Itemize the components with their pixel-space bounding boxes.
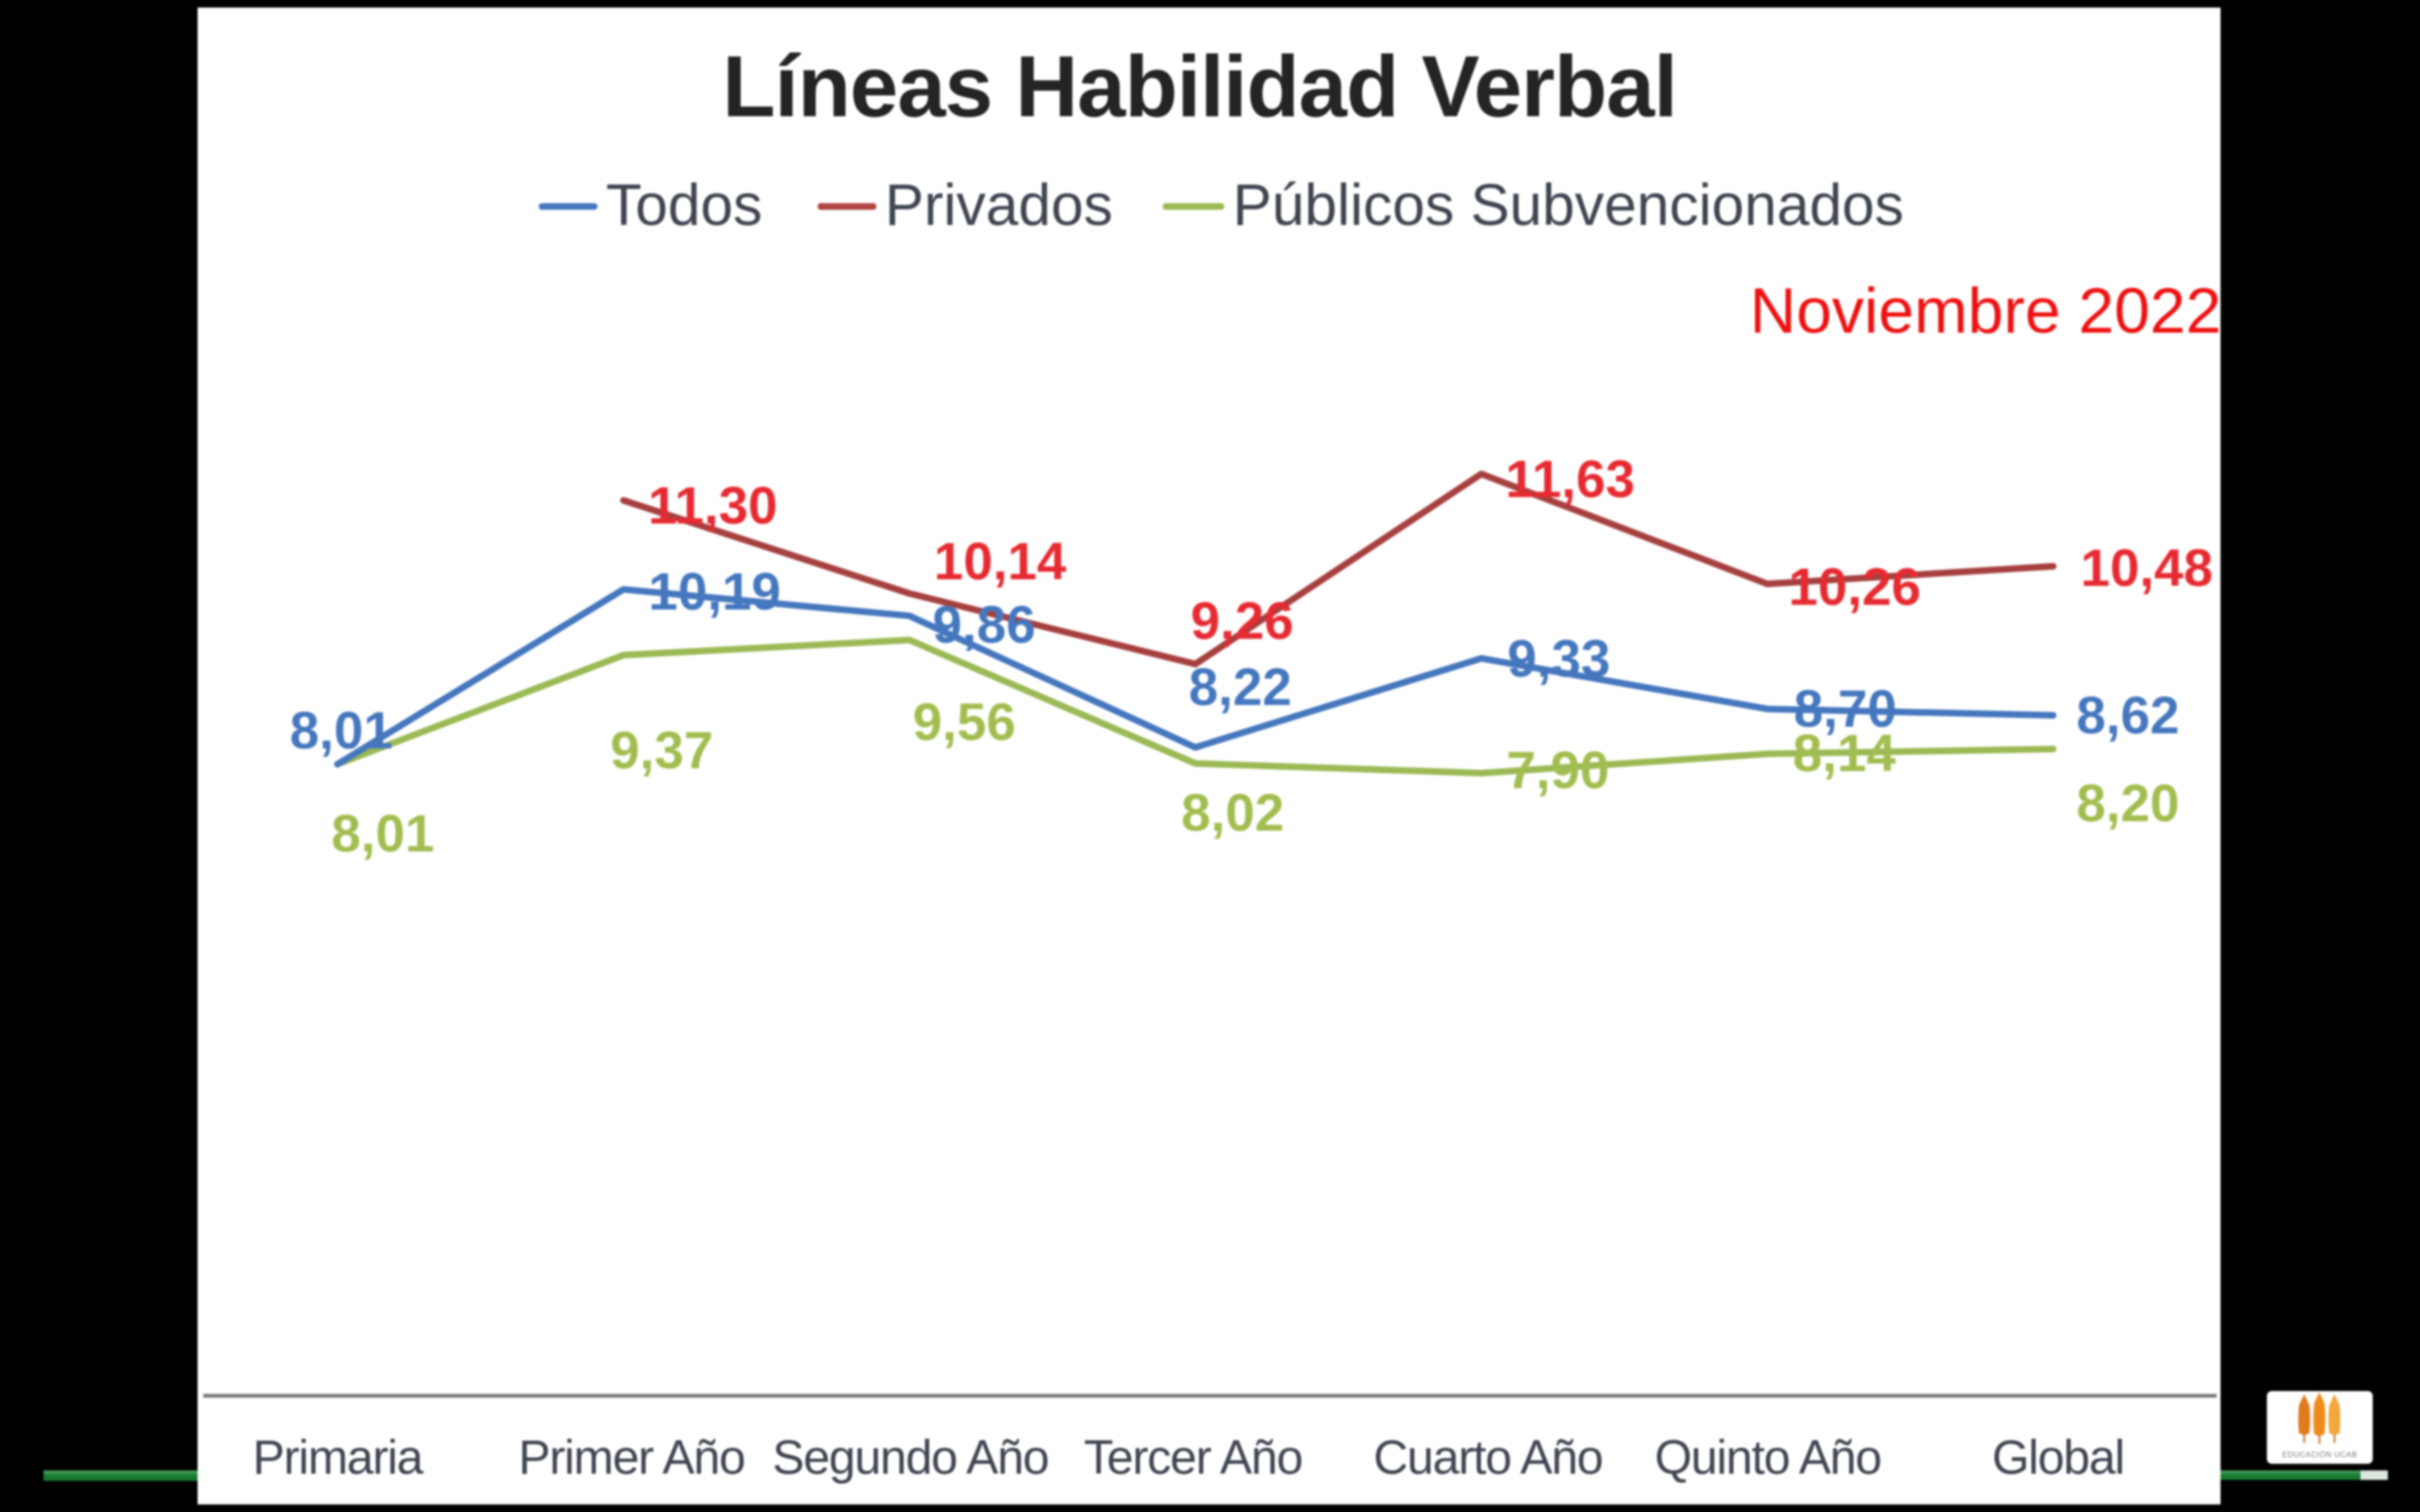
svg-text:EDUCACIÓN UCAB: EDUCACIÓN UCAB — [2282, 1451, 2357, 1459]
